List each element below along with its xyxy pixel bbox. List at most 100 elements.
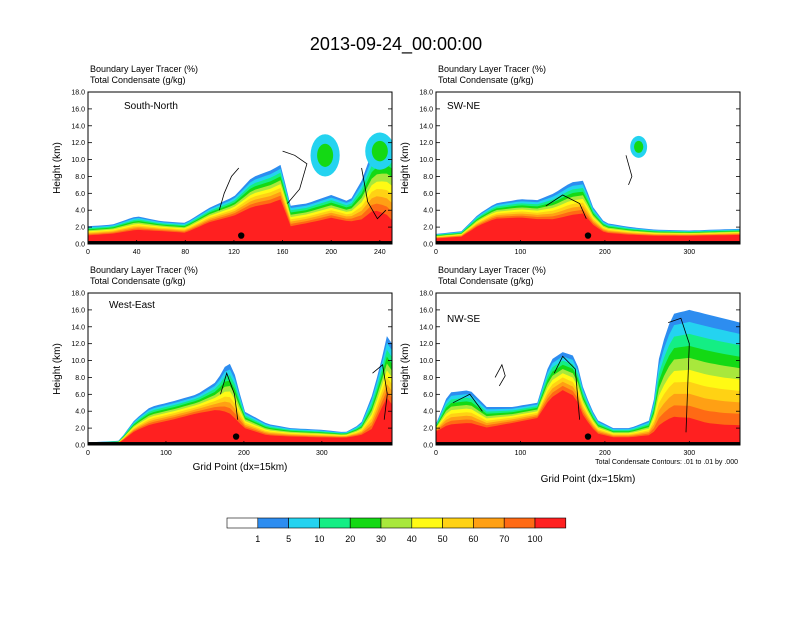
panel-south-north: Boundary Layer Tracer (%) Total Condensa… [52,64,393,256]
axes: 0.0 2.0 4.0 6.0 8.0 10.0 12.0 14.0 16.0 18.0 0 100 2… [419,291,740,457]
panel-sw-ne: Boundary Layer Tracer (%) Total Condensa… [400,64,741,256]
panel-subtitle-condensate: Total Condensate (g/kg) [90,276,186,286]
colorbar-swatch [442,517,474,529]
panel-subtitle-condensate: Total Condensate (g/kg) [438,75,534,85]
y-tick-label: 16.0 [71,307,85,314]
y-axis-label: Height (km) [400,343,411,395]
y-tick-label: 8.0 [75,174,85,181]
y-tick-label: 12.0 [419,341,433,348]
panel-label: South-North [124,101,178,112]
x-tick-label: 120 [228,249,240,256]
x-tick-label: 0 [86,450,90,457]
cloud-core [317,143,334,167]
axes: 0.0 2.0 4.0 6.0 8.0 10.0 12.0 14.0 16.0 18.0 0 100 2… [419,90,740,256]
panel-subtitle-tracer: Boundary Layer Tracer (%) [90,265,198,275]
cloud-core [634,140,644,153]
x-tick-label: 40 [133,249,141,256]
y-tick-label: 16.0 [419,307,433,314]
y-tick-label: 10.0 [419,358,433,365]
y-tick-label: 14.0 [419,123,433,130]
colorbar-swatch [473,517,505,529]
location-marker [238,232,245,239]
y-tick-label: 6.0 [75,191,85,198]
colorbar-label: 100 [527,534,542,544]
condensate-contour [553,355,580,420]
condensate-contour [625,155,633,186]
tracer-band-10 [88,397,392,445]
y-tick-label: 18.0 [71,90,85,97]
colorbar-label: 10 [314,534,324,544]
axes: 0.0 2.0 4.0 6.0 8.0 10.0 12.0 14.0 16.0 18.0 0 100 2… [71,291,392,457]
y-tick-label: 2.0 [75,426,85,433]
terrain [436,241,740,244]
panel-nw-se: Boundary Layer Tracer (%) Total Condensa… [400,265,741,485]
x-tick-label: 100 [160,450,172,457]
condensate-contour [452,393,483,412]
cloud-core [371,140,388,162]
location-marker [584,433,592,440]
colorbar-label: 60 [468,534,478,544]
colorbar-swatch [380,517,413,529]
x-tick-label: 160 [277,249,289,256]
y-axis-label: Height (km) [400,142,411,194]
y-tick-label: 10.0 [419,157,433,164]
x-tick-label: 200 [599,249,611,256]
plot-frame [435,91,741,245]
x-tick-label: 0 [434,450,438,457]
condensate-contour [361,167,387,220]
plot-area [436,135,740,244]
panel-subtitle-tracer: Boundary Layer Tracer (%) [438,265,546,275]
colorbar-swatch [534,517,567,529]
x-axis-label: Grid Point (dx=15km) [541,474,636,485]
colorbar-swatch [288,517,320,529]
y-tick-label: 14.0 [71,123,85,130]
y-tick-label: 8.0 [75,375,85,382]
y-tick-label: 18.0 [419,291,433,298]
terrain [436,442,740,445]
y-tick-label: 0.0 [423,443,433,450]
colorbar: 1 5 10 20 30 40 50 60 70 100 [226,517,567,544]
location-marker [584,232,592,239]
colorbar-label: 1 [255,534,260,544]
colorbar-swatch [257,517,289,529]
y-tick-label: 18.0 [419,90,433,97]
colorbar-swatch [503,517,536,529]
colorbar-label: 30 [376,534,386,544]
y-tick-label: 2.0 [423,225,433,232]
y-tick-label: 4.0 [423,208,433,215]
x-tick-label: 100 [515,450,527,457]
y-tick-label: 0.0 [75,443,85,450]
panel-label: NW-SE [447,314,480,325]
panel-west-east: Boundary Layer Tracer (%) Total Condensa… [52,265,393,473]
x-axis-label: Grid Point (dx=15km) [193,462,288,473]
colorbar-label: 20 [345,534,355,544]
plot-frame [87,91,393,245]
x-tick-label: 300 [683,249,695,256]
y-tick-label: 2.0 [75,225,85,232]
panel-subtitle-condensate: Total Condensate (g/kg) [438,276,534,286]
colorbar-swatch [349,517,382,529]
tracer-band-10 [436,390,740,445]
axes: 0.0 2.0 4.0 6.0 8.0 10.0 12.0 14.0 16.0 18.0 0 40 80… [71,90,392,256]
x-tick-label: 300 [683,450,695,457]
y-tick-label: 4.0 [423,409,433,416]
condensate-contour [545,194,587,219]
colorbar-label: 50 [438,534,448,544]
colorbar-label: 5 [286,534,291,544]
plot-area [88,336,392,445]
tracer-band-10 [436,213,740,244]
condensate-contour [282,150,308,204]
panel-subtitle-tracer: Boundary Layer Tracer (%) [90,64,198,74]
y-tick-label: 8.0 [423,174,433,181]
y-tick-label: 18.0 [71,291,85,298]
y-tick-label: 6.0 [423,191,433,198]
plot-area [436,309,740,445]
colorbar-label: 40 [407,534,417,544]
plot-area [88,132,392,244]
y-tick-label: 12.0 [71,341,85,348]
y-tick-label: 10.0 [71,358,85,365]
y-tick-label: 12.0 [419,140,433,147]
y-tick-label: 12.0 [71,140,85,147]
x-tick-label: 0 [434,249,438,256]
